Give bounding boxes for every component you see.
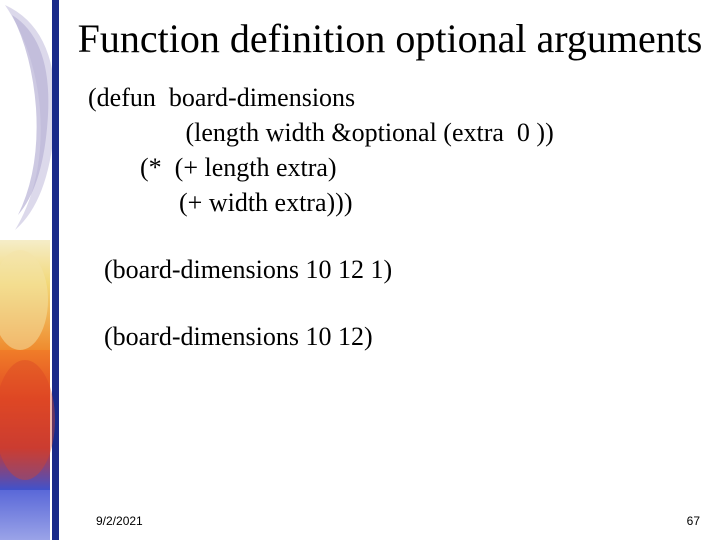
slide-body: (defun board-dimensions (length width &o…	[90, 80, 710, 355]
slide-title: Function definition optional arguments	[70, 16, 710, 62]
code-line: (board-dimensions 10 12)	[104, 319, 710, 354]
footer-date: 9/2/2021	[96, 514, 143, 528]
code-line: (board-dimensions 10 12 1)	[104, 252, 710, 287]
code-line: (defun board-dimensions	[88, 80, 710, 115]
decorative-sidebar	[0, 0, 72, 540]
code-line: (* (+ length extra)	[88, 150, 710, 185]
sidebar-graphic	[0, 0, 72, 540]
code-definition: (defun board-dimensions (length width &o…	[88, 80, 710, 220]
code-line: (length width &optional (extra 0 ))	[88, 115, 710, 150]
code-call-1: (board-dimensions 10 12 1)	[104, 252, 710, 287]
footer-page-number: 67	[687, 514, 700, 528]
code-line: (+ width extra)))	[88, 185, 710, 220]
slide-content: Function definition optional arguments (…	[90, 10, 710, 530]
code-call-2: (board-dimensions 10 12)	[104, 319, 710, 354]
